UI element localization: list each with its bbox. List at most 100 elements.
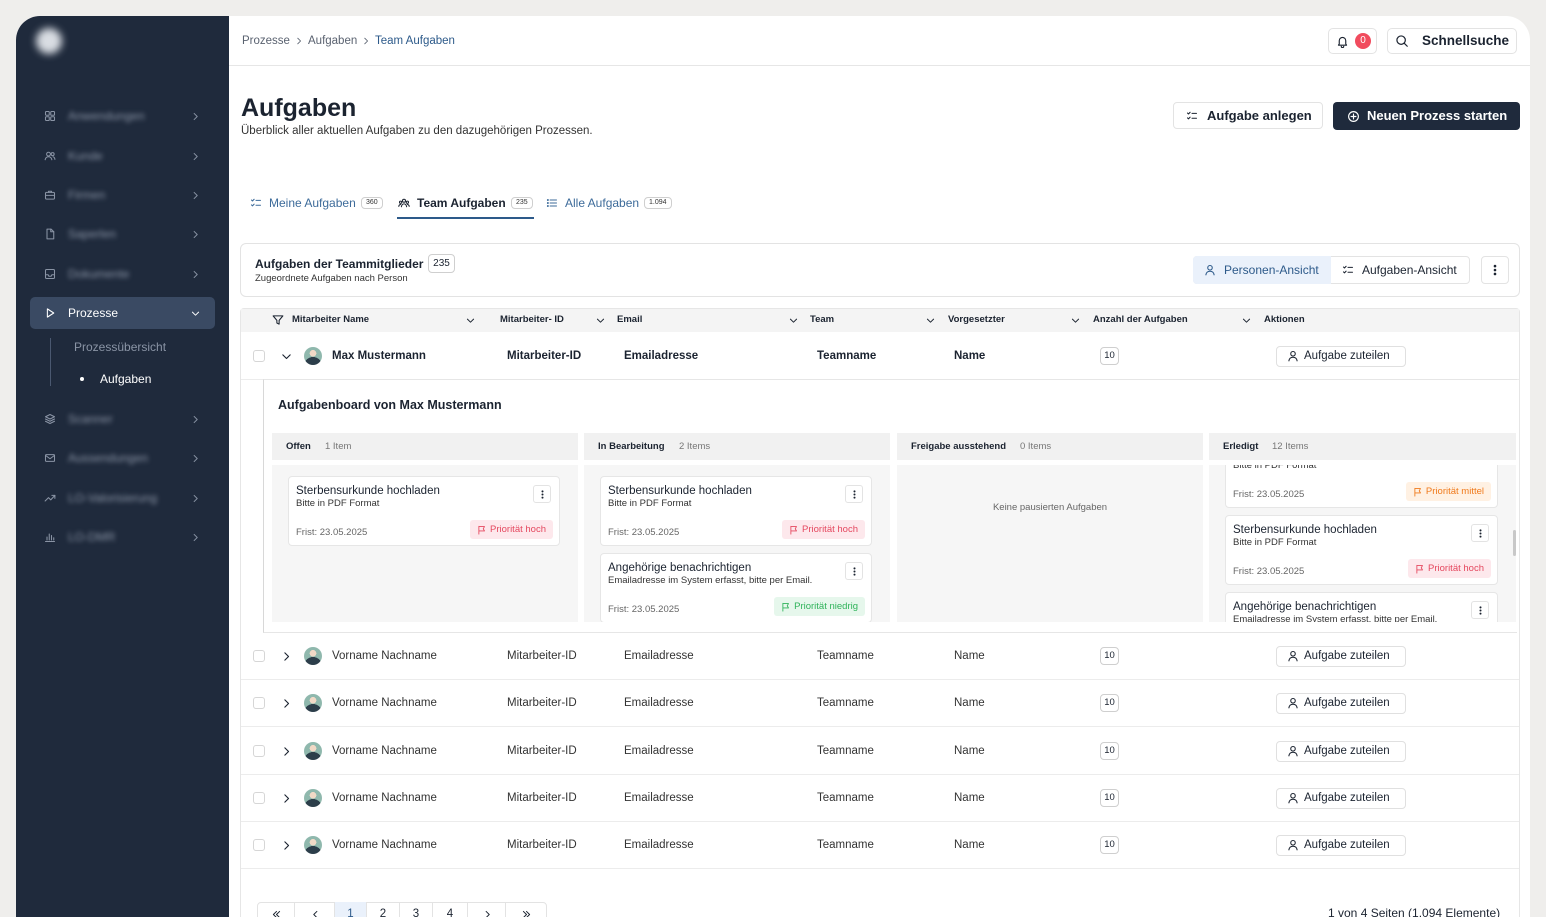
icon-part	[485, 910, 490, 917]
task-menu[interactable]	[1471, 601, 1489, 619]
employee-manager: Name	[954, 791, 985, 804]
tab-count: 235	[511, 197, 533, 209]
row-checkbox[interactable]	[253, 697, 265, 709]
icon-part	[596, 318, 604, 323]
row-checkbox[interactable]	[253, 792, 265, 804]
button-label: Neuen Prozess starten	[1367, 107, 1508, 123]
primary-button[interactable]	[1333, 102, 1520, 130]
row-checkbox[interactable]	[253, 839, 265, 851]
nav-item[interactable]	[30, 140, 215, 172]
sort-icon	[925, 315, 936, 326]
notification-button[interactable]	[1328, 28, 1377, 54]
icon-part	[1288, 703, 1298, 709]
row-divider	[241, 821, 1519, 822]
assign-button[interactable]	[1276, 788, 1406, 809]
nav-item[interactable]	[30, 297, 215, 329]
page-button[interactable]: 3	[400, 902, 433, 917]
priority-label: Priorität hoch	[802, 524, 858, 535]
icon-part	[485, 910, 490, 917]
icon-part	[1347, 110, 1359, 122]
task-count: 10	[1100, 789, 1119, 807]
task-menu-icon	[849, 489, 860, 500]
nav-item[interactable]	[30, 403, 215, 435]
page-nav[interactable]	[295, 902, 335, 917]
icon-part	[852, 492, 856, 496]
icon-part	[546, 205, 549, 207]
topbar-border	[229, 65, 1530, 66]
priority-label: Priorität hoch	[1428, 563, 1484, 574]
page-button[interactable]: 4	[433, 902, 468, 917]
icon-part	[1340, 45, 1344, 48]
icon-part	[1414, 487, 1421, 496]
nav-item[interactable]	[30, 218, 215, 250]
employee-id: Mitarbeiter-ID	[507, 838, 577, 851]
icon-part	[46, 308, 55, 318]
icon-part	[522, 910, 530, 917]
task-menu[interactable]	[845, 485, 863, 503]
icon-part	[193, 533, 198, 541]
row-checkbox[interactable]	[253, 650, 265, 662]
assign-button[interactable]	[1276, 835, 1406, 856]
task-title: Sterbensurkunde hochladen	[608, 484, 752, 497]
task-menu[interactable]	[533, 485, 551, 503]
secondary-button[interactable]	[1173, 102, 1323, 129]
task-count: 10	[1100, 742, 1119, 760]
column-header: Vorgesetzter	[948, 314, 1005, 326]
icon-part	[44, 494, 56, 502]
assign-button[interactable]	[1276, 346, 1406, 367]
assign-button[interactable]	[1276, 741, 1406, 762]
board-column-count: 1 Item	[325, 441, 352, 453]
tab-count: 360	[361, 197, 383, 209]
nav-item[interactable]	[30, 179, 215, 211]
icon-part	[1478, 608, 1482, 612]
more-button[interactable]	[1481, 256, 1509, 284]
avatar	[304, 836, 322, 854]
tab-icon	[398, 197, 410, 209]
board-column-count: 12 Items	[1272, 441, 1309, 453]
icon-part	[193, 494, 198, 502]
assign-label: Aufgabe zuteilen	[1304, 838, 1390, 851]
icon-part	[50, 228, 55, 233]
assign-button[interactable]	[1276, 693, 1406, 714]
icon-part	[540, 489, 544, 492]
task-menu[interactable]	[1471, 524, 1489, 542]
icon-part	[193, 494, 198, 502]
employee-manager: Name	[954, 349, 986, 362]
board-column-header	[897, 433, 1203, 460]
page-button[interactable]: 2	[367, 902, 400, 917]
icon-part	[546, 199, 558, 207]
icon-part	[1347, 110, 1359, 122]
icon-part	[250, 198, 262, 207]
icon-part	[852, 489, 856, 499]
assign-label: Aufgabe zuteilen	[1304, 649, 1390, 662]
icon-part	[1342, 265, 1354, 274]
row-checkbox[interactable]	[253, 350, 265, 362]
icon-part	[1071, 318, 1079, 323]
page-nav[interactable]	[257, 902, 295, 917]
search-icon	[1395, 34, 1409, 48]
board-column-count: 2 Items	[679, 441, 711, 453]
icon-part	[191, 311, 199, 316]
page-nav[interactable]	[468, 902, 506, 917]
icon-part	[364, 37, 368, 45]
page-button[interactable]: 1	[335, 902, 367, 917]
search-button[interactable]	[1387, 28, 1517, 54]
task-due: Frist: 23.05.2025	[296, 527, 368, 539]
icon-part	[1478, 605, 1482, 615]
assign-button[interactable]	[1276, 646, 1406, 667]
task-menu-icon	[1475, 528, 1486, 539]
subnav-label: Prozessübersicht	[74, 339, 167, 354]
icon-part	[790, 525, 797, 534]
row-checkbox[interactable]	[253, 745, 265, 757]
row-divider	[241, 726, 1519, 727]
icon-part	[193, 191, 198, 199]
nav-item[interactable]	[30, 521, 215, 553]
board-column-count: 0 Items	[1020, 441, 1052, 453]
icon-part	[44, 533, 56, 543]
row-divider	[241, 774, 1519, 775]
employee-team: Teamname	[817, 744, 874, 757]
nav-chevron	[190, 269, 201, 280]
task-menu[interactable]	[845, 562, 863, 580]
task-card: Angehörige benachrichtigen Emailadresse i…	[1225, 592, 1498, 622]
view-option-active[interactable]	[1193, 256, 1331, 284]
